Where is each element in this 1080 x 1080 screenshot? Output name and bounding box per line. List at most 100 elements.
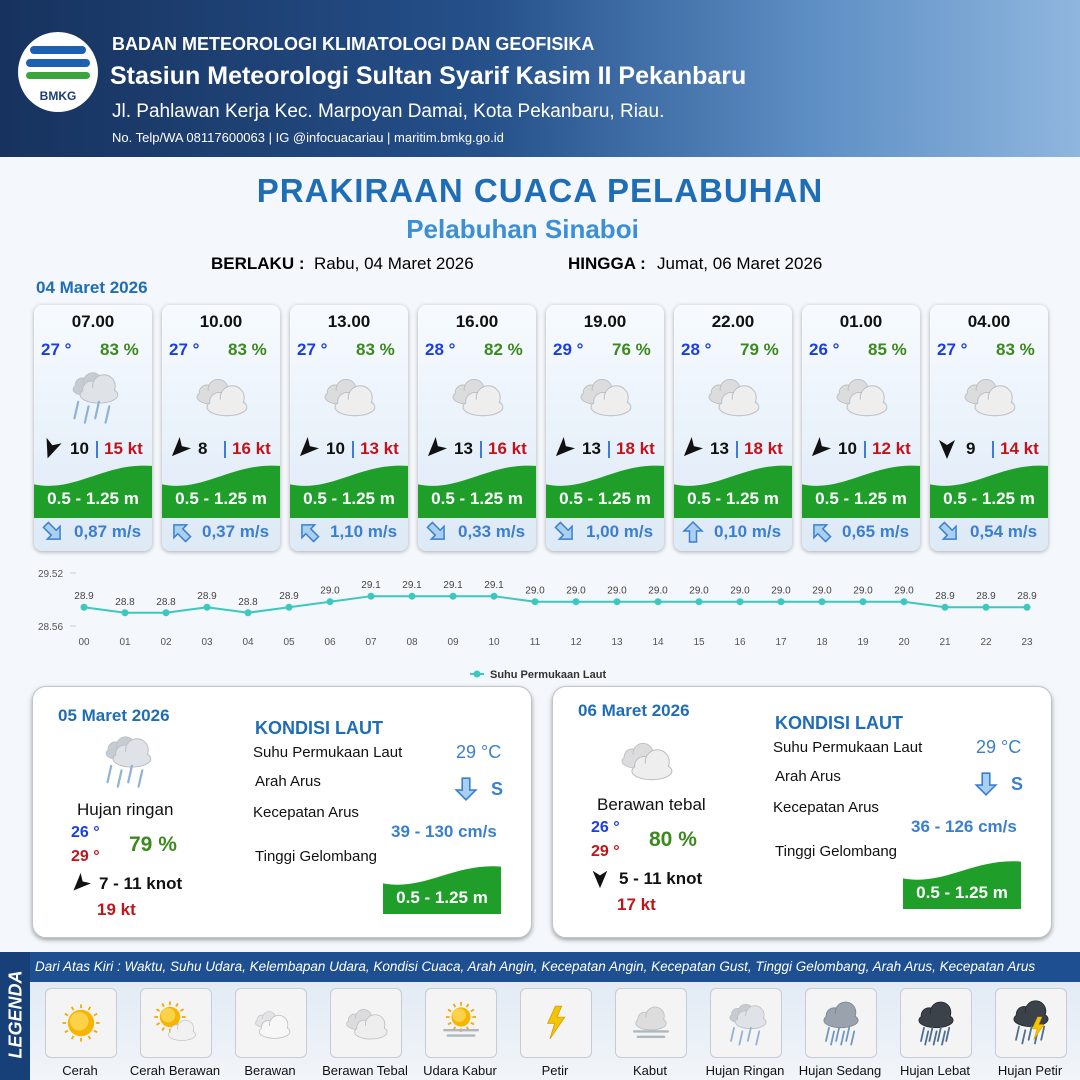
legend-side bbox=[0, 952, 30, 1080]
wind-arrow bbox=[73, 873, 91, 891]
separator bbox=[352, 441, 354, 458]
separator bbox=[224, 441, 226, 458]
legend-icon-box bbox=[995, 988, 1067, 1058]
legend-icon-box bbox=[615, 988, 687, 1058]
data-point bbox=[203, 603, 211, 611]
legend-icon-box bbox=[805, 988, 877, 1058]
wave-shape bbox=[34, 465, 152, 518]
wave-box: 0.5 - 1.25 m bbox=[383, 863, 501, 914]
legend-item-label: Hujan Ringan bbox=[705, 1063, 785, 1078]
wave-height: 0.5 - 1.25 m bbox=[396, 888, 488, 907]
icon-part bbox=[93, 376, 115, 397]
data-label: 29.1 bbox=[361, 580, 381, 591]
weather-icon bbox=[196, 378, 248, 417]
logo-stripe bbox=[30, 46, 86, 54]
data-label: 28.9 bbox=[1017, 591, 1037, 602]
icon-part bbox=[79, 374, 119, 404]
wave-shape bbox=[290, 465, 408, 518]
humidity: 79 % bbox=[129, 833, 177, 856]
x-tick-label: 10 bbox=[488, 637, 500, 648]
weather-icon bbox=[324, 378, 376, 417]
data-point bbox=[326, 598, 334, 606]
icon-part bbox=[830, 1030, 835, 1046]
x-tick-label: 19 bbox=[857, 637, 869, 648]
icon-part bbox=[116, 769, 123, 788]
temperature: 27 ° bbox=[297, 340, 328, 359]
legend-icon-box bbox=[45, 988, 117, 1058]
separator bbox=[608, 441, 610, 458]
icon-part bbox=[920, 1026, 925, 1042]
icon-part bbox=[87, 1035, 92, 1040]
wind-speed: 9 bbox=[966, 439, 976, 458]
temperature: 26 ° bbox=[809, 340, 840, 359]
wave-box: 0.5 - 1.25 m bbox=[546, 462, 664, 518]
data-label: 28.8 bbox=[156, 597, 176, 608]
wind-range: 5 - 11 knot bbox=[619, 869, 703, 888]
wind-speed: 10 bbox=[838, 439, 857, 458]
icon-part bbox=[631, 749, 673, 781]
forecast-card: 22.00 28 ° 79 % 13 18 kt 0.5 - 1.25 m 0,10 m/s bbox=[674, 305, 792, 551]
icon-part bbox=[221, 387, 243, 410]
forecast-card: 10.00 27 ° 83 % 8 16 kt 0.5 - 1.25 m 0,37 m/s bbox=[162, 305, 280, 551]
separator bbox=[96, 441, 98, 458]
icon-part bbox=[70, 1006, 75, 1011]
temp-max: 29 ° bbox=[71, 848, 100, 865]
humidity: 83 % bbox=[996, 340, 1035, 359]
icon-part bbox=[83, 405, 90, 424]
gust: 19 kt bbox=[97, 900, 136, 919]
wind-arrow bbox=[46, 437, 62, 459]
forecast-card: 04.00 27 ° 83 % 9 14 kt 0.5 - 1.25 m 0,54 m/s bbox=[930, 305, 1048, 551]
wave-fill bbox=[930, 465, 1048, 518]
icon-part bbox=[106, 764, 113, 784]
x-tick-label: 03 bbox=[201, 637, 213, 648]
icon-part bbox=[941, 1030, 946, 1046]
weather-icon bbox=[105, 736, 152, 788]
icon-part bbox=[447, 1021, 452, 1026]
valid-to-label: HINGGA : bbox=[568, 254, 646, 273]
data-label: 28.9 bbox=[935, 591, 955, 602]
x-tick-label: 09 bbox=[447, 637, 459, 648]
icon-part bbox=[850, 1030, 856, 1046]
valid-from: Rabu, 04 Maret 2026 bbox=[314, 254, 474, 273]
icon-part bbox=[206, 385, 248, 417]
data-point bbox=[531, 598, 539, 606]
icon-part bbox=[1040, 1025, 1046, 1041]
humidity: 80 % bbox=[649, 828, 697, 851]
x-tick-label: 21 bbox=[939, 637, 951, 648]
data-label: 29.0 bbox=[320, 586, 340, 597]
icon-part bbox=[746, 1007, 764, 1024]
temperature: 29 ° bbox=[553, 340, 584, 359]
x-tick-label: 06 bbox=[324, 637, 336, 648]
current-arrow bbox=[301, 524, 320, 543]
wave-height: 0.5 - 1.25 m bbox=[559, 489, 651, 508]
data-point bbox=[80, 603, 88, 611]
icon-part bbox=[735, 1005, 767, 1030]
icon-part bbox=[334, 385, 376, 417]
humidity: 85 % bbox=[868, 340, 907, 359]
x-tick-label: 00 bbox=[78, 637, 90, 648]
current-arrow bbox=[454, 777, 478, 801]
current-speed: 0,65 m/s bbox=[842, 522, 910, 541]
legend-description: Dari Atas Kiri : Waktu, Suhu Udara, Kele… bbox=[35, 959, 1036, 974]
current-arrow bbox=[173, 524, 192, 543]
icon-part bbox=[354, 1014, 388, 1040]
x-tick-label: 13 bbox=[611, 637, 623, 648]
icon-part bbox=[840, 1030, 846, 1046]
current-arrow-shape bbox=[938, 521, 957, 540]
wave-height: 0.5 - 1.25 m bbox=[303, 489, 395, 508]
icon-part bbox=[1021, 1029, 1027, 1045]
icon-part bbox=[178, 1021, 193, 1037]
icon-part bbox=[104, 405, 111, 424]
x-tick-label: 14 bbox=[652, 637, 664, 648]
temperature: 27 ° bbox=[41, 340, 72, 359]
temp-max: 29 ° bbox=[591, 843, 620, 860]
icon-part bbox=[835, 1026, 840, 1042]
legend-icon-box bbox=[235, 988, 307, 1058]
gust: 18 kt bbox=[744, 439, 783, 458]
wave-fill bbox=[546, 465, 664, 518]
icon-part bbox=[452, 1008, 466, 1022]
wave-shape bbox=[383, 866, 501, 914]
wave-shape bbox=[674, 465, 792, 518]
data-label: 29.1 bbox=[443, 580, 463, 591]
wave-fill bbox=[162, 465, 280, 518]
